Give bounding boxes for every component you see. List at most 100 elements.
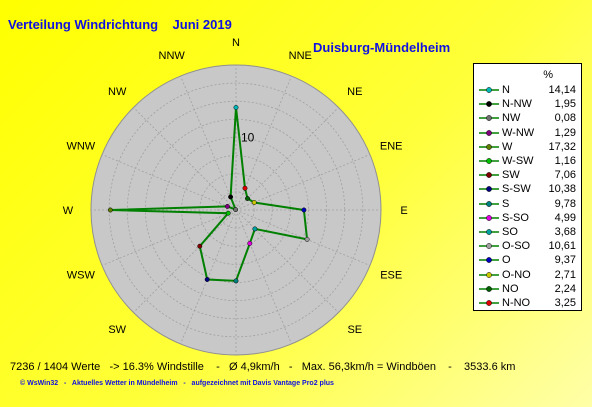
legend-marker bbox=[479, 257, 499, 264]
data-point-e bbox=[301, 207, 307, 213]
direction-label-nw: NW bbox=[108, 86, 127, 98]
data-point-nnw bbox=[228, 194, 234, 200]
legend-percent: 14,14 bbox=[548, 84, 576, 96]
legend-direction: SO bbox=[502, 226, 518, 238]
legend-marker bbox=[479, 158, 499, 164]
legend-percent: 17,32 bbox=[548, 140, 576, 153]
data-point-w bbox=[107, 207, 113, 213]
legend-item: S 9,78 bbox=[478, 197, 580, 212]
legend-item: NO 2,24 bbox=[478, 282, 580, 297]
radar-grid-ring bbox=[108, 82, 364, 338]
legend-unit: % bbox=[543, 69, 553, 81]
credit-line: © WsWin32 - Aktuelles Wetter in Mündelhe… bbox=[20, 380, 334, 387]
legend-item: N 14,14 bbox=[478, 83, 580, 98]
legend-direction: NO bbox=[502, 282, 519, 295]
radar-spoke bbox=[133, 209, 237, 313]
radar-grid-ring bbox=[217, 191, 255, 229]
radar-spoke bbox=[101, 154, 237, 211]
station-name: Duisburg-Mündelheim bbox=[313, 40, 451, 55]
legend-direction: N-NW bbox=[502, 98, 532, 111]
radar-spoke bbox=[235, 209, 339, 313]
direction-label-w: W bbox=[63, 205, 74, 217]
legend-item: O-NO 2,71 bbox=[478, 268, 580, 283]
direction-label-ene: ENE bbox=[380, 141, 403, 153]
legend-item: N-NO 3,25 bbox=[478, 296, 580, 311]
direction-label-wnw: WNW bbox=[66, 141, 95, 153]
data-point-wsw bbox=[225, 210, 231, 216]
legend-direction: O-SO bbox=[502, 240, 531, 253]
legend-percent: 10,61 bbox=[548, 240, 576, 253]
legend-marker bbox=[479, 271, 499, 278]
legend-direction: S bbox=[502, 197, 510, 210]
legend-direction: O bbox=[502, 254, 511, 267]
radar-spoke bbox=[235, 107, 339, 211]
legend-percent: 9,78 bbox=[554, 197, 576, 210]
legend-marker bbox=[479, 229, 499, 235]
legend-direction: W-NW bbox=[502, 126, 535, 139]
legend-item: SW 7,06 bbox=[478, 168, 580, 183]
radial-tick-label: 10 bbox=[241, 131, 255, 145]
chart-title: Verteilung Windrichtung Juni 2019 bbox=[8, 17, 232, 32]
radar-spoke bbox=[180, 209, 237, 345]
legend-marker bbox=[479, 115, 499, 122]
legend-item: W-SW 1,16 bbox=[478, 154, 580, 169]
data-point-ene bbox=[251, 200, 257, 205]
legend-percent: 1,29 bbox=[554, 126, 576, 139]
legend-item: NW 0,08 bbox=[478, 111, 580, 126]
wind-rose-chart: 10 NNNENEENEEESESESSESSSWSWWSWWWNWNWNNW bbox=[63, 37, 408, 356]
direction-label-ne: NE bbox=[347, 86, 362, 98]
legend-item: W-NW 1,29 bbox=[478, 126, 580, 141]
legend-percent: 4,99 bbox=[554, 211, 576, 224]
legend: % N 14,14 N-NW 1,95 NW 0,08 W-NW 1,29 W 17,32 W-SW… bbox=[473, 63, 582, 311]
legend-percent: 3,68 bbox=[554, 226, 576, 238]
data-point-n bbox=[233, 105, 239, 110]
legend-item: N-NW 1,95 bbox=[478, 97, 580, 112]
legend-marker bbox=[479, 285, 499, 292]
legend-item: W 17,32 bbox=[478, 140, 580, 155]
direction-label-n: N bbox=[232, 37, 240, 49]
legend-percent: 9,37 bbox=[554, 254, 576, 267]
data-point-se bbox=[252, 226, 258, 232]
legend-item: O 9,37 bbox=[478, 253, 580, 268]
radar-spoke bbox=[235, 209, 292, 345]
direction-label-se: SE bbox=[347, 324, 362, 336]
legend-direction: SW bbox=[502, 169, 520, 182]
data-point-ssw bbox=[204, 277, 210, 282]
data-point-sw bbox=[197, 243, 203, 249]
legend-direction: W-SW bbox=[502, 155, 534, 167]
statistics-footer: 7236 / 1404 Werte -> 16.3% Windstille - … bbox=[10, 361, 516, 373]
legend-item: S-SO 4,99 bbox=[478, 211, 580, 226]
legend-marker bbox=[479, 300, 499, 306]
data-point-wnw bbox=[224, 203, 230, 209]
data-point-nw bbox=[233, 207, 239, 213]
legend-direction: N bbox=[502, 84, 510, 96]
data-point-sse bbox=[247, 240, 253, 246]
direction-label-sw: SW bbox=[108, 324, 126, 336]
legend-percent: 7,06 bbox=[554, 169, 576, 182]
legend-marker bbox=[479, 186, 499, 193]
legend-percent: 1,95 bbox=[554, 98, 576, 111]
radar-spoke bbox=[101, 209, 237, 266]
radar-spoke bbox=[235, 154, 371, 211]
data-point-ne bbox=[245, 196, 250, 201]
legend-marker bbox=[479, 143, 499, 150]
direction-label-wsw: WSW bbox=[67, 269, 96, 281]
wind-rose-labels: NNNENEENEEESESESSESSSWSWWSWWWNWNWNNW bbox=[63, 37, 408, 336]
legend-direction: NW bbox=[502, 112, 521, 125]
radar-grid-ring bbox=[181, 155, 291, 265]
legend-marker bbox=[479, 87, 499, 93]
legend-direction: O-NO bbox=[502, 268, 531, 281]
legend-direction: S-SO bbox=[502, 211, 529, 224]
data-point-ese bbox=[304, 236, 310, 242]
legend-item: SO 3,68 bbox=[478, 225, 580, 240]
direction-label-ese: ESE bbox=[380, 269, 402, 281]
direction-label-nnw: NNW bbox=[159, 50, 186, 62]
direction-label-nne: NNE bbox=[289, 50, 312, 62]
legend-percent: 1,16 bbox=[554, 155, 576, 167]
legend-marker bbox=[479, 243, 499, 250]
legend-percent: 2,24 bbox=[554, 282, 576, 295]
legend-percent: 0,08 bbox=[554, 112, 576, 125]
legend-marker bbox=[479, 129, 499, 136]
direction-label-e: E bbox=[400, 205, 407, 217]
legend-marker bbox=[479, 200, 499, 207]
